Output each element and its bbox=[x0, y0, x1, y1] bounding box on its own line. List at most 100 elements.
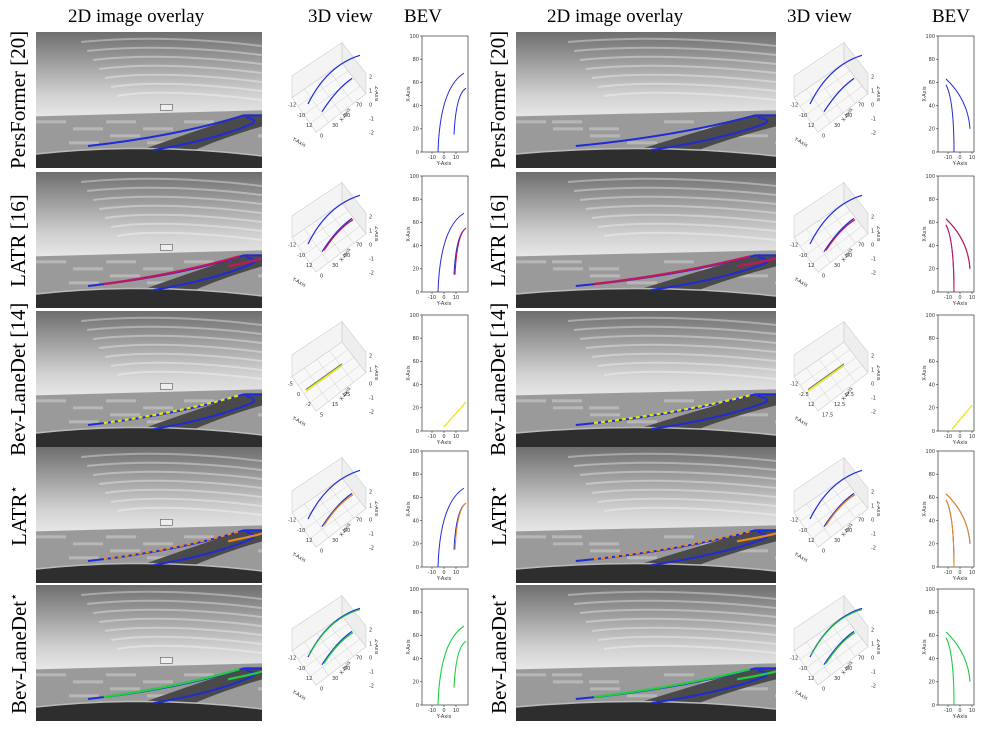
svg-text:0: 0 bbox=[871, 382, 874, 388]
bev-plot-left-0: 0 20 40 60 80 100 X-Axis -10 0 10 Y-Axis bbox=[406, 32, 472, 168]
view3d-left-2: 2 1 0 -1 -2 Z-Axis 5 15 25 -5 0 -2 X-Axis Y-Axis bbox=[282, 319, 378, 447]
svg-text:80: 80 bbox=[929, 57, 935, 63]
svg-text:12: 12 bbox=[808, 538, 814, 544]
column-header-4: 3D view bbox=[787, 6, 852, 27]
svg-text:10: 10 bbox=[453, 570, 459, 576]
svg-text:Z-Axis: Z-Axis bbox=[373, 86, 378, 102]
svg-text:30: 30 bbox=[834, 263, 840, 269]
svg-text:0: 0 bbox=[416, 565, 419, 571]
row-label-right-1: LATR [16] bbox=[486, 194, 511, 287]
svg-text:60: 60 bbox=[413, 359, 419, 365]
svg-text:100: 100 bbox=[925, 34, 935, 40]
row-label-right-4: Bev-LaneDet⋆ bbox=[486, 592, 512, 713]
svg-text:0: 0 bbox=[416, 703, 419, 709]
svg-text:1: 1 bbox=[369, 88, 372, 94]
svg-text:70: 70 bbox=[356, 656, 362, 662]
view3d-right-3: 2 1 0 -1 -2 Z-Axis 0 30 50 70 -12 -10 12 X-Axis Y-Axis bbox=[784, 455, 880, 583]
svg-text:-10: -10 bbox=[428, 434, 436, 440]
svg-text:X-Axis: X-Axis bbox=[406, 86, 412, 102]
svg-text:2: 2 bbox=[369, 74, 372, 80]
row-label-right-2: Bev-LaneDet [14] bbox=[486, 302, 511, 455]
row-label-text: LATR [16] bbox=[6, 193, 30, 287]
svg-text:2.5: 2.5 bbox=[846, 392, 854, 398]
svg-text:-2: -2 bbox=[369, 271, 374, 277]
svg-text:-10: -10 bbox=[428, 708, 436, 714]
svg-text:2: 2 bbox=[871, 627, 874, 633]
svg-text:80: 80 bbox=[929, 472, 935, 478]
svg-text:Z-Axis: Z-Axis bbox=[373, 365, 378, 381]
svg-text:-10: -10 bbox=[944, 434, 952, 440]
svg-text:40: 40 bbox=[929, 243, 935, 249]
svg-text:-2: -2 bbox=[871, 271, 876, 277]
svg-text:60: 60 bbox=[413, 495, 419, 501]
svg-text:-1: -1 bbox=[871, 532, 876, 538]
svg-text:-12: -12 bbox=[288, 103, 296, 109]
svg-text:20: 20 bbox=[413, 406, 419, 412]
svg-text:Y-Axis: Y-Axis bbox=[436, 301, 452, 307]
svg-text:-1: -1 bbox=[369, 670, 374, 676]
svg-text:0: 0 bbox=[416, 150, 419, 156]
svg-text:1: 1 bbox=[369, 641, 372, 647]
svg-text:100: 100 bbox=[925, 174, 935, 180]
svg-text:-1: -1 bbox=[871, 257, 876, 263]
svg-text:80: 80 bbox=[929, 197, 935, 203]
svg-text:50: 50 bbox=[846, 666, 852, 672]
svg-text:Y-Axis: Y-Axis bbox=[792, 136, 809, 149]
svg-text:60: 60 bbox=[929, 220, 935, 226]
svg-text:20: 20 bbox=[413, 542, 419, 548]
svg-text:Z-Axis: Z-Axis bbox=[373, 501, 378, 517]
svg-text:X-Axis: X-Axis bbox=[922, 639, 928, 655]
svg-text:50: 50 bbox=[344, 113, 350, 119]
image-overlay-left-0 bbox=[36, 32, 262, 168]
svg-text:80: 80 bbox=[413, 336, 419, 342]
svg-text:2: 2 bbox=[871, 214, 874, 220]
svg-text:-12: -12 bbox=[288, 243, 296, 249]
svg-text:0: 0 bbox=[958, 155, 961, 161]
svg-text:0: 0 bbox=[822, 273, 825, 279]
star-marker: ⋆ bbox=[6, 484, 21, 493]
svg-text:X-Axis: X-Axis bbox=[922, 501, 928, 517]
svg-text:10: 10 bbox=[969, 295, 975, 301]
svg-text:-2: -2 bbox=[369, 684, 374, 690]
svg-text:0: 0 bbox=[297, 392, 300, 398]
view3d-left-1: 2 1 0 -1 -2 Z-Axis 0 30 50 70 -12 -10 12 X-Axis Y-Axis bbox=[282, 180, 378, 308]
bev-plot-left-3: 0 20 40 60 80 100 X-Axis -10 0 10 Y-Axis bbox=[406, 447, 472, 583]
column-header-3: 2D image overlay bbox=[547, 6, 684, 27]
svg-text:80: 80 bbox=[413, 57, 419, 63]
svg-text:1: 1 bbox=[369, 503, 372, 509]
svg-text:0: 0 bbox=[822, 548, 825, 554]
svg-text:0: 0 bbox=[958, 434, 961, 440]
svg-text:X-Axis: X-Axis bbox=[406, 226, 412, 242]
svg-text:X-Axis: X-Axis bbox=[406, 501, 412, 517]
svg-text:-5: -5 bbox=[288, 382, 293, 388]
svg-text:-1: -1 bbox=[369, 396, 374, 402]
svg-text:10: 10 bbox=[969, 155, 975, 161]
svg-text:2: 2 bbox=[369, 353, 372, 359]
svg-text:Y-Axis: Y-Axis bbox=[952, 576, 968, 582]
svg-text:100: 100 bbox=[409, 174, 419, 180]
svg-text:12.5: 12.5 bbox=[834, 402, 845, 408]
svg-text:0: 0 bbox=[442, 708, 445, 714]
svg-text:Z-Axis: Z-Axis bbox=[373, 639, 378, 655]
svg-text:60: 60 bbox=[929, 495, 935, 501]
svg-text:12: 12 bbox=[808, 263, 814, 269]
svg-text:80: 80 bbox=[413, 197, 419, 203]
svg-text:X-Axis: X-Axis bbox=[406, 639, 412, 655]
svg-text:Y-Axis: Y-Axis bbox=[436, 161, 452, 167]
row-label-text: PersFormer [20] bbox=[6, 30, 30, 169]
image-overlay-left-3 bbox=[36, 447, 262, 583]
svg-text:70: 70 bbox=[858, 656, 864, 662]
svg-text:80: 80 bbox=[929, 610, 935, 616]
svg-text:-10: -10 bbox=[799, 113, 807, 119]
svg-text:-12: -12 bbox=[288, 518, 296, 524]
svg-text:0: 0 bbox=[932, 565, 935, 571]
bev-plot-right-4: 0 20 40 60 80 100 X-Axis -10 0 10 Y-Axis bbox=[922, 585, 978, 721]
svg-text:60: 60 bbox=[929, 633, 935, 639]
svg-text:-1: -1 bbox=[871, 117, 876, 123]
column-header-1: 3D view bbox=[308, 6, 373, 27]
svg-text:15: 15 bbox=[332, 402, 338, 408]
svg-text:Y-Axis: Y-Axis bbox=[290, 551, 307, 564]
svg-text:100: 100 bbox=[409, 449, 419, 455]
view3d-right-1: 2 1 0 -1 -2 Z-Axis 0 30 50 70 -12 -10 12 X-Axis Y-Axis bbox=[784, 180, 880, 308]
svg-text:40: 40 bbox=[929, 103, 935, 109]
